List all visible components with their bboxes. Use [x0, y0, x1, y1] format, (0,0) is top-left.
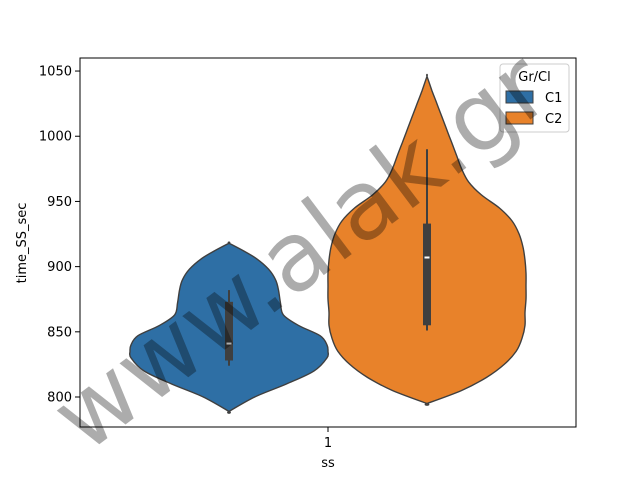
legend: Gr/Cl C1 C2 — [499, 63, 570, 133]
y-tick-label-850: 850 — [47, 325, 72, 340]
y-tick-label-900: 900 — [47, 260, 72, 275]
legend-label-c2: C2 — [545, 112, 562, 127]
plot-area — [128, 73, 527, 414]
iqr-box-c2 — [423, 223, 431, 326]
y-tick-label-1050: 1050 — [39, 65, 72, 80]
y-axis-label: time_SS_sec — [15, 203, 30, 284]
x-axis-label: ss — [321, 456, 335, 471]
legend-swatch-c2 — [505, 111, 534, 125]
axes: 800 850 900 950 1000 1050 1 — [39, 57, 577, 451]
legend-swatch-c1 — [505, 90, 534, 104]
y-tick-label-950: 950 — [47, 195, 72, 210]
iqr-box-c1 — [225, 301, 233, 361]
legend-title: Gr/Cl — [518, 70, 551, 85]
x-tick-label-1: 1 — [324, 436, 332, 451]
y-tick-label-1000: 1000 — [39, 130, 72, 145]
y-tick-label-800: 800 — [47, 391, 72, 406]
legend-label-c1: C1 — [545, 91, 562, 106]
